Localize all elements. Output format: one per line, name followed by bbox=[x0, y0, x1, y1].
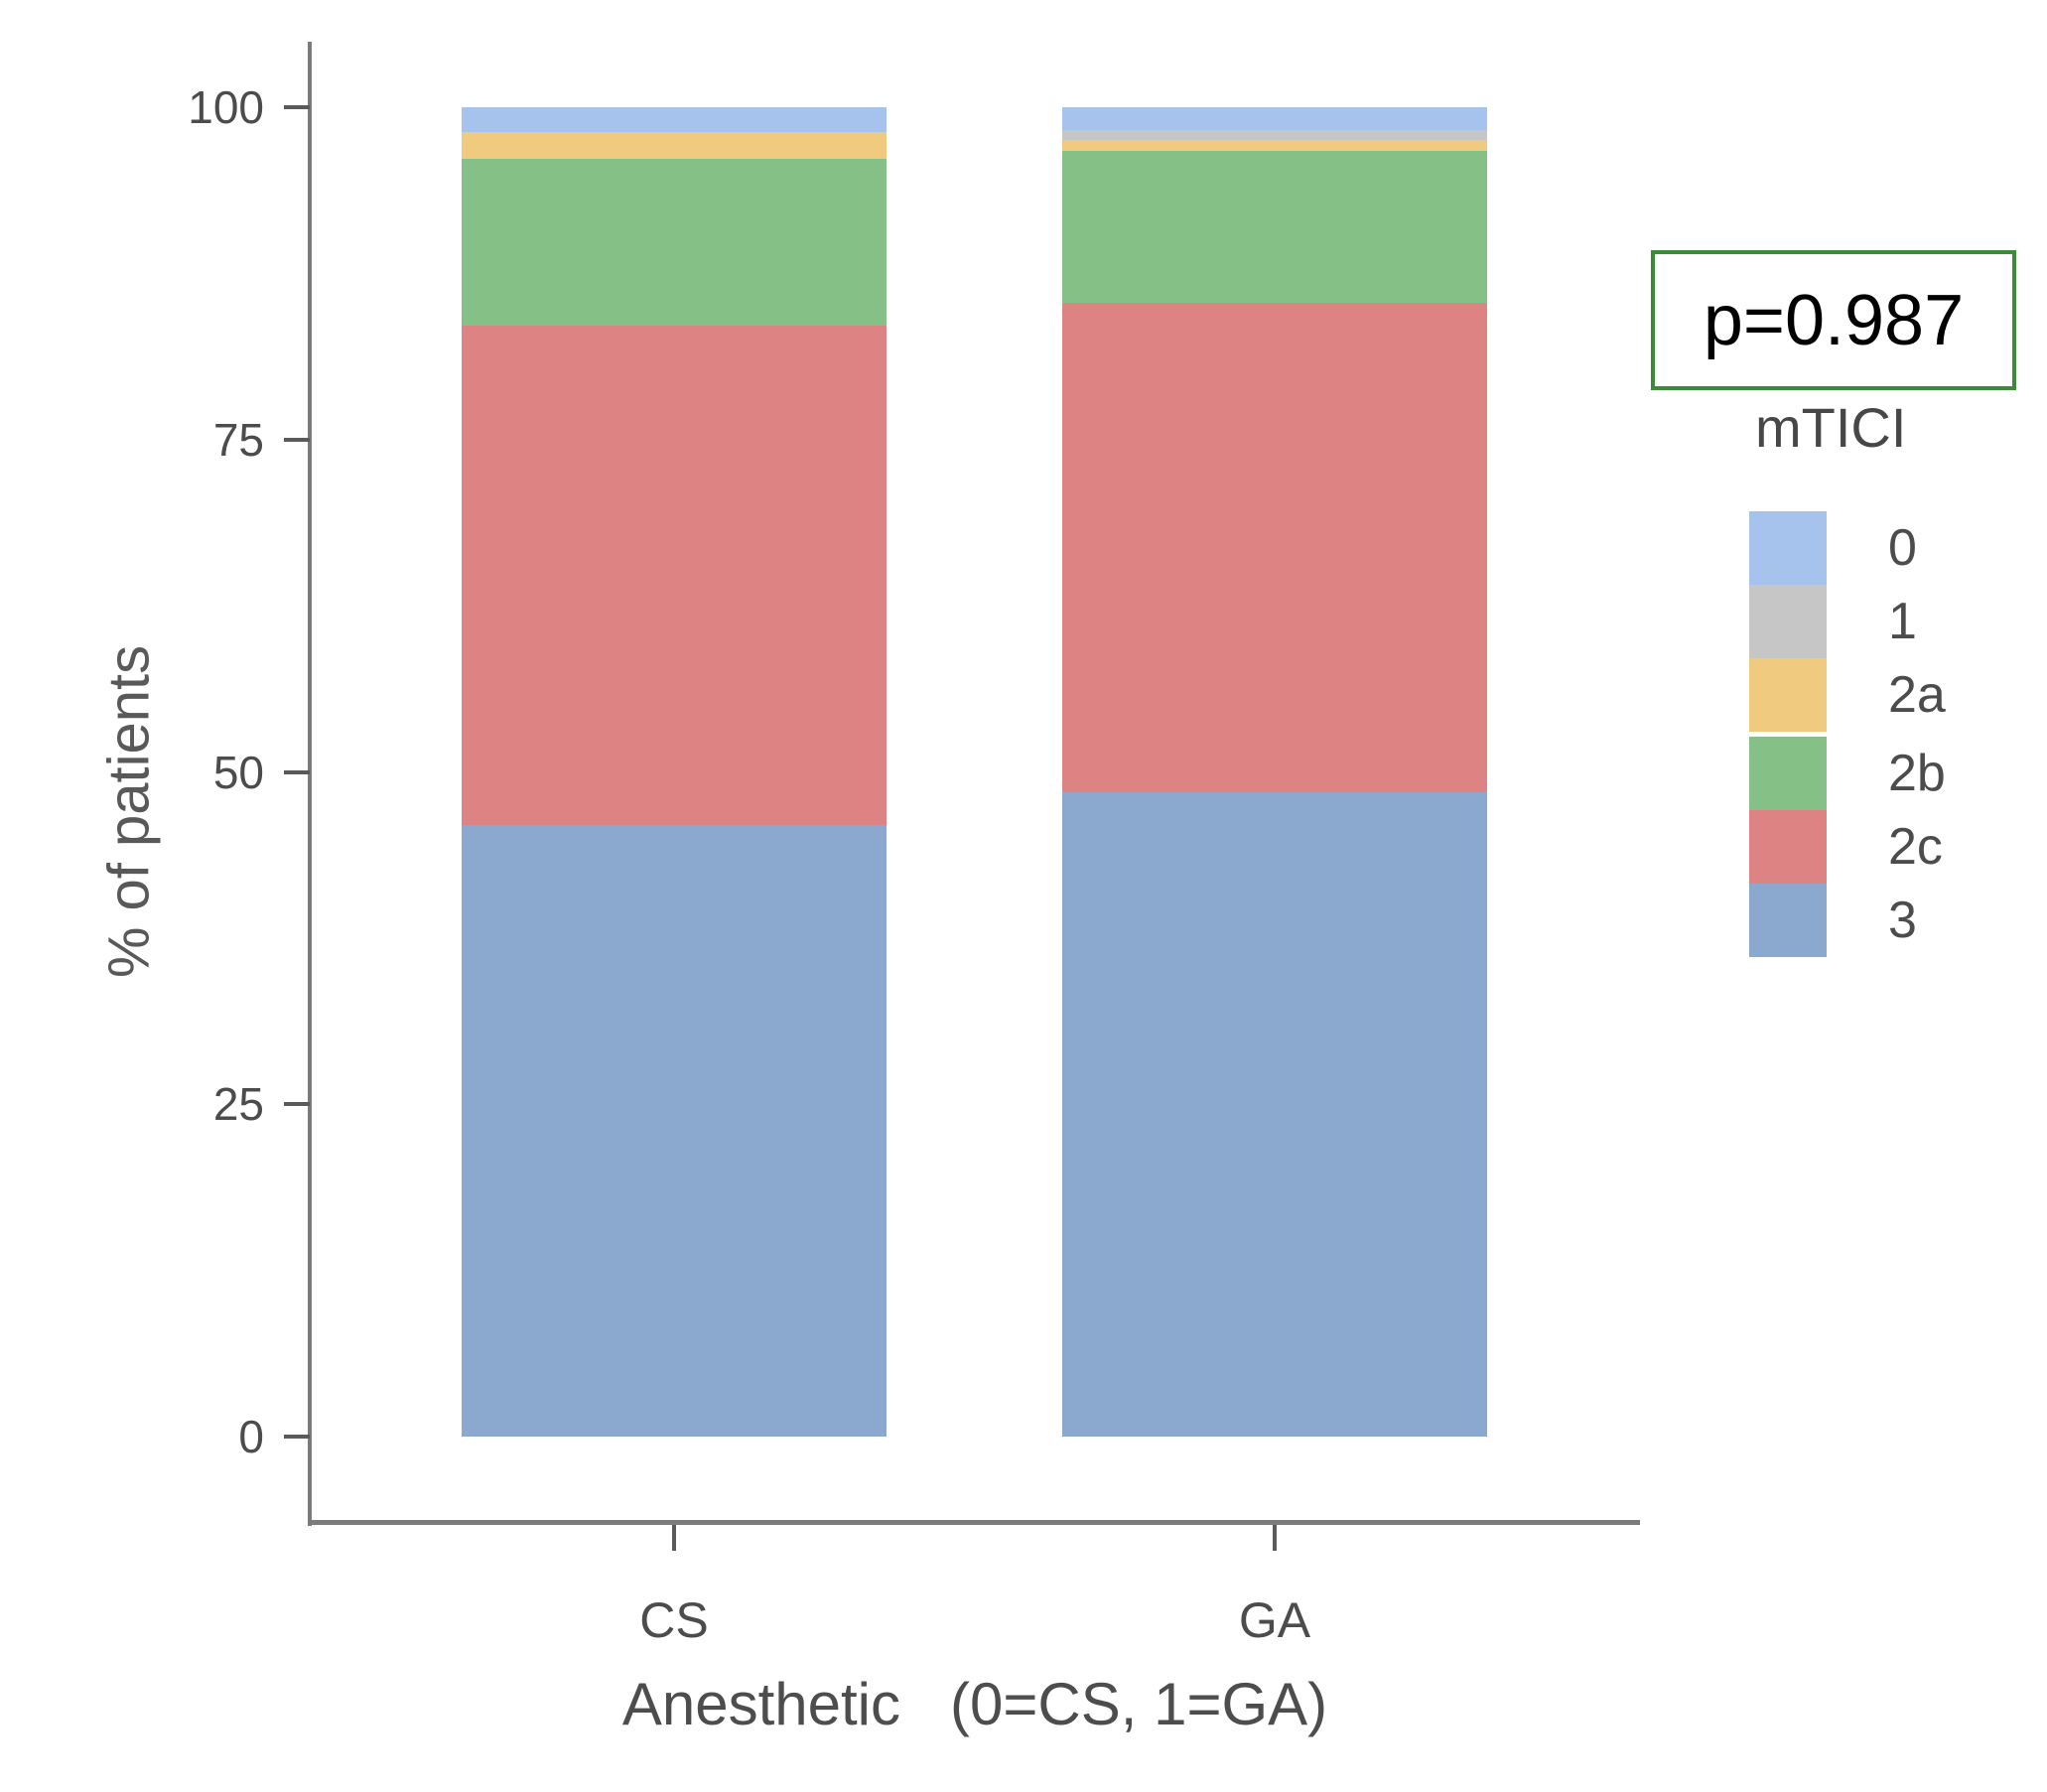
legend-row-3: 3 bbox=[1749, 884, 1946, 957]
bar-segment-GA-mtici-2a bbox=[1062, 140, 1487, 152]
bar-segment-GA-mtici-3 bbox=[1062, 791, 1487, 1437]
legend-row-2c: 2c bbox=[1749, 810, 1946, 884]
y-axis-line bbox=[308, 42, 312, 1526]
p-value-text: p=0.987 bbox=[1703, 280, 1965, 360]
bar-segment-GA-mtici-0 bbox=[1062, 107, 1487, 130]
y-tick-mark bbox=[284, 1435, 310, 1439]
bar-segment-CS-mtici-2a bbox=[462, 132, 887, 160]
legend-label-2b: 2b bbox=[1888, 745, 1946, 802]
bar-segment-GA-mtici-2b bbox=[1062, 151, 1487, 303]
x-tick-mark bbox=[672, 1525, 676, 1551]
bar-GA bbox=[1062, 107, 1487, 1437]
legend-row-1: 1 bbox=[1749, 585, 1946, 658]
legend-swatch-0 bbox=[1749, 511, 1827, 585]
y-tick-label: 100 bbox=[188, 81, 264, 133]
legend-swatch-2c bbox=[1749, 810, 1827, 884]
y-tick-label: 50 bbox=[212, 746, 264, 798]
legend-swatch-3 bbox=[1749, 884, 1827, 957]
legend-label-2c: 2c bbox=[1888, 818, 1943, 876]
legend: mTICI 0 1 2a 2b 2c 3 bbox=[1749, 395, 1946, 957]
p-value-annotation-box: p=0.987 bbox=[1651, 250, 2016, 390]
x-category-label: GA bbox=[1238, 1592, 1311, 1648]
legend-label-1: 1 bbox=[1888, 593, 1917, 650]
x-axis-line bbox=[308, 1520, 1640, 1525]
legend-label-2a: 2a bbox=[1888, 666, 1946, 724]
legend-swatch-2a bbox=[1749, 658, 1827, 732]
bar-segment-CS-mtici-0 bbox=[462, 107, 887, 133]
legend-row-2b: 2b bbox=[1749, 737, 1946, 810]
y-tick-mark bbox=[284, 1102, 310, 1107]
legend-label-0: 0 bbox=[1888, 519, 1917, 577]
bar-segment-CS-mtici-3 bbox=[462, 825, 887, 1437]
legend-title: mTICI bbox=[1755, 396, 1907, 459]
bar-CS bbox=[462, 107, 887, 1437]
y-tick-label: 75 bbox=[212, 413, 264, 466]
bar-segment-CS-mtici-2b bbox=[462, 159, 887, 326]
x-tick-mark bbox=[1273, 1525, 1277, 1551]
y-tick-mark bbox=[284, 105, 310, 109]
x-category-label: CS bbox=[639, 1592, 709, 1648]
legend-swatch-2b bbox=[1749, 737, 1827, 810]
legend-swatch-1 bbox=[1749, 585, 1827, 658]
y-tick-label: 25 bbox=[212, 1078, 264, 1131]
bar-segment-GA-mtici-1 bbox=[1062, 129, 1487, 141]
y-tick-mark bbox=[284, 437, 310, 442]
y-tick-label: 0 bbox=[238, 1411, 264, 1462]
legend-row-2a: 2a bbox=[1749, 658, 1946, 732]
x-axis-title: Anesthetic (0=CS, 1=GA) bbox=[621, 1671, 1328, 1737]
legend-label-3: 3 bbox=[1888, 892, 1917, 949]
bar-segment-CS-mtici-2c bbox=[462, 325, 887, 826]
y-tick-mark bbox=[284, 769, 310, 774]
legend-entries: 0 1 2a 2b 2c 3 bbox=[1749, 511, 1946, 957]
bar-segment-GA-mtici-2c bbox=[1062, 302, 1487, 792]
legend-row-0: 0 bbox=[1749, 511, 1946, 585]
y-axis-title: % of patients bbox=[96, 644, 162, 979]
